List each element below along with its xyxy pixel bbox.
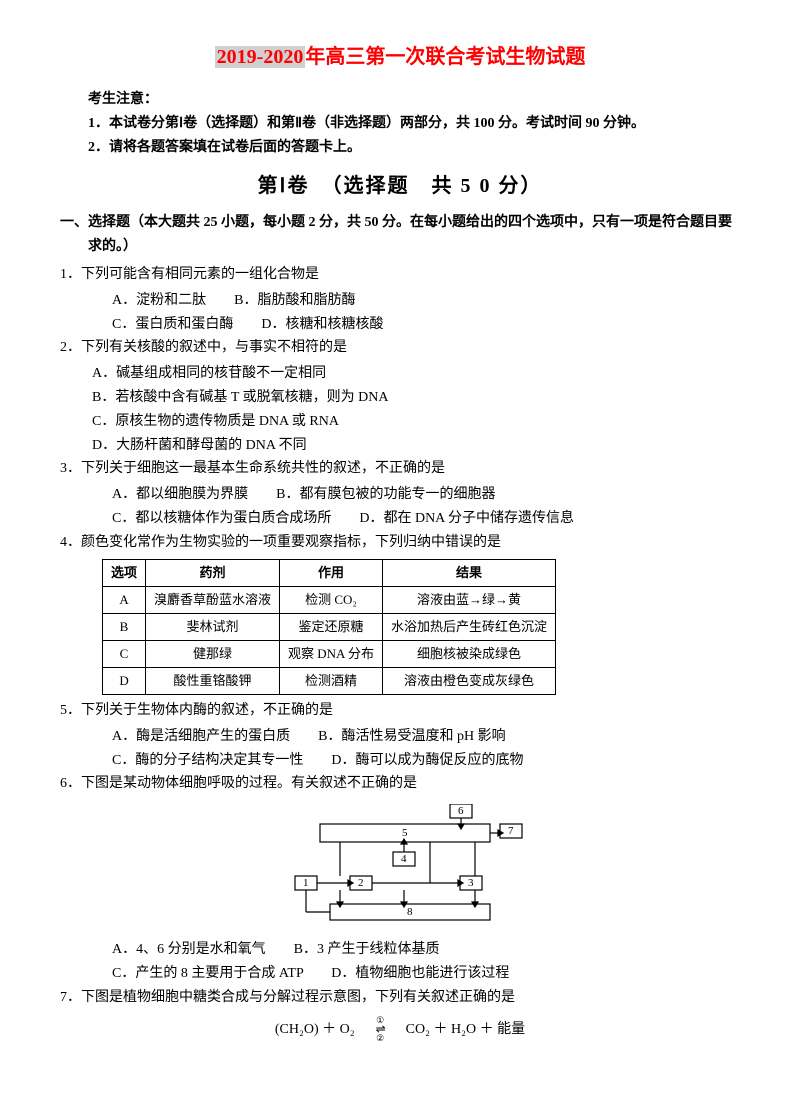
td: C (103, 640, 146, 667)
q5-opt-b: B．酶活性易受温度和 pH 影响 (318, 729, 505, 744)
diagram-label-5: 5 (402, 827, 408, 839)
td: 溶液由蓝→绿→黄 (382, 586, 555, 613)
formula-left: (CH₂O) ＋ O₂ (275, 1022, 355, 1037)
section-1-heading: 第Ⅰ卷 （选择题 共 5 0 分） (60, 169, 740, 203)
question-4-table: 选项 药剂 作用 结果 A 溴麝香草酚蓝水溶液 检测 CO₂ 溶液由蓝→绿→黄 … (102, 559, 556, 695)
td: 检测 CO₂ (280, 586, 383, 613)
question-3-options-row1: A．都以细胞膜为界膜 B．都有膜包被的功能专一的细胞器 (60, 483, 740, 507)
q6-opt-d: D．植物细胞也能进行该过程 (331, 966, 509, 981)
arrow-bottom-label: ② (358, 1034, 402, 1043)
formula-right: CO₂ ＋ H₂O ＋ 能量 (406, 1022, 525, 1037)
question-1-stem: 1．下列可能含有相同元素的一组化合物是 (60, 263, 740, 287)
exam-title: 2019-2020年高三第一次联合考试生物试题 (60, 40, 740, 74)
q2-opt-a: A．碱基组成相同的核苷酸不一定相同 (60, 362, 740, 386)
question-1-options-row2: C．蛋白质和蛋白酶 D．核糖和核糖核酸 (60, 313, 740, 337)
question-5-options-row2: C．酶的分子结构决定其专一性 D．酶可以成为酶促反应的底物 (60, 749, 740, 773)
table-row: C 健那绿 观察 DNA 分布 细胞核被染成绿色 (103, 640, 556, 667)
td: 斐林试剂 (146, 613, 280, 640)
q6-opt-a: A．4、6 分别是水和氧气 (112, 942, 266, 957)
td: 鉴定还原糖 (280, 613, 383, 640)
td: 酸性重铬酸钾 (146, 667, 280, 694)
td: 检测酒精 (280, 667, 383, 694)
diagram-label-7: 7 (508, 825, 514, 837)
th-1: 药剂 (146, 559, 280, 586)
td: B (103, 613, 146, 640)
td: 溴麝香草酚蓝水溶液 (146, 586, 280, 613)
question-3-stem: 3．下列关于细胞这一最基本生命系统共性的叙述，不正确的是 (60, 457, 740, 481)
q5-opt-c: C．酶的分子结构决定其专一性 (112, 753, 303, 768)
question-7-stem: 7．下图是植物细胞中糖类合成与分解过程示意图，下列有关叙述正确的是 (60, 986, 740, 1010)
q5-opt-a: A．酶是活细胞产生的蛋白质 (112, 729, 290, 744)
td: D (103, 667, 146, 694)
question-4-stem: 4．颜色变化常作为生物实验的一项重要观察指标，下列归纳中错误的是 (60, 531, 740, 555)
q3-opt-d: D．都在 DNA 分子中储存遗传信息 (359, 511, 574, 526)
q6-opt-b: B．3 产生于线粒体基质 (294, 942, 440, 957)
th-0: 选项 (103, 559, 146, 586)
q3-opt-c: C．都以核糖体作为蛋白质合成场所 (112, 511, 331, 526)
diagram-label-2: 2 (358, 877, 364, 889)
question-2-stem: 2．下列有关核酸的叙述中，与事实不相符的是 (60, 336, 740, 360)
table-header-row: 选项 药剂 作用 结果 (103, 559, 556, 586)
question-6-options-row2: C．产生的 8 主要用于合成 ATP D．植物细胞也能进行该过程 (60, 962, 740, 986)
part-1-heading: 一、选择题（本大题共 25 小题，每小题 2 分，共 50 分。在每小题给出的四… (60, 211, 740, 259)
q2-opt-b: B．若核酸中含有碱基 T 或脱氧核糖，则为 DNA (60, 386, 740, 410)
notice-line-1: 1．本试卷分第Ⅰ卷（选择题）和第Ⅱ卷（非选择题）两部分，共 100 分。考试时间… (88, 112, 740, 136)
diagram-label-8: 8 (407, 906, 413, 918)
question-6-options-row1: A．4、6 分别是水和氧气 B．3 产生于线粒体基质 (60, 938, 740, 962)
q1-opt-c: C．蛋白质和蛋白酶 (112, 317, 233, 332)
table-row: D 酸性重铬酸钾 检测酒精 溶液由橙色变成灰绿色 (103, 667, 556, 694)
notice-line-2: 2．请将各题答案填在试卷后面的答题卡上。 (88, 136, 740, 160)
title-year-highlight: 2019-2020 (215, 46, 306, 68)
th-3: 结果 (382, 559, 555, 586)
question-6-stem: 6．下图是某动物体细胞呼吸的过程。有关叙述不正确的是 (60, 772, 740, 796)
question-3-options-row2: C．都以核糖体作为蛋白质合成场所 D．都在 DNA 分子中储存遗传信息 (60, 507, 740, 531)
notice-header: 考生注意： (88, 88, 740, 112)
th-2: 作用 (280, 559, 383, 586)
q1-opt-a: A．淀粉和二肽 (112, 293, 206, 308)
td: 水浴加热后产生砖红色沉淀 (382, 613, 555, 640)
diagram-label-6: 6 (458, 805, 464, 817)
td: 观察 DNA 分布 (280, 640, 383, 667)
table-row: A 溴麝香草酚蓝水溶液 检测 CO₂ 溶液由蓝→绿→黄 (103, 586, 556, 613)
respiration-diagram: 1 2 3 4 5 6 7 8 (250, 804, 550, 934)
question-1-options-row1: A．淀粉和二肽 B．脂肪酸和脂肪酶 (60, 289, 740, 313)
q5-opt-d: D．酶可以成为酶促反应的底物 (331, 753, 523, 768)
q6-opt-c: C．产生的 8 主要用于合成 ATP (112, 966, 303, 981)
q1-opt-d: D．核糖和核糖核酸 (261, 317, 383, 332)
question-5-options-row1: A．酶是活细胞产生的蛋白质 B．酶活性易受温度和 pH 影响 (60, 725, 740, 749)
q2-opt-d: D．大肠杆菌和酵母菌的 DNA 不同 (60, 434, 740, 458)
diagram-label-1: 1 (303, 877, 309, 889)
title-main: 年高三第一次联合考试生物试题 (305, 46, 585, 68)
diagram-label-4: 4 (401, 853, 407, 865)
q1-opt-b: B．脂肪酸和脂肪酶 (234, 293, 355, 308)
td: 溶液由橙色变成灰绿色 (382, 667, 555, 694)
table-row: B 斐林试剂 鉴定还原糖 水浴加热后产生砖红色沉淀 (103, 613, 556, 640)
question-7-formula: (CH₂O) ＋ O₂ ① ⇌ ② CO₂ ＋ H₂O ＋ 能量 (60, 1016, 740, 1044)
q3-opt-b: B．都有膜包被的功能专一的细胞器 (276, 487, 495, 502)
diagram-label-3: 3 (468, 877, 474, 889)
td: 健那绿 (146, 640, 280, 667)
reversible-arrow-icon: ① ⇌ ② (358, 1016, 402, 1044)
td: 细胞核被染成绿色 (382, 640, 555, 667)
q2-opt-c: C．原核生物的遗传物质是 DNA 或 RNA (60, 410, 740, 434)
exam-page: 2019-2020年高三第一次联合考试生物试题 考生注意： 1．本试卷分第Ⅰ卷（… (0, 0, 800, 1073)
q3-opt-a: A．都以细胞膜为界膜 (112, 487, 248, 502)
td: A (103, 586, 146, 613)
question-5-stem: 5．下列关于生物体内酶的叙述，不正确的是 (60, 699, 740, 723)
